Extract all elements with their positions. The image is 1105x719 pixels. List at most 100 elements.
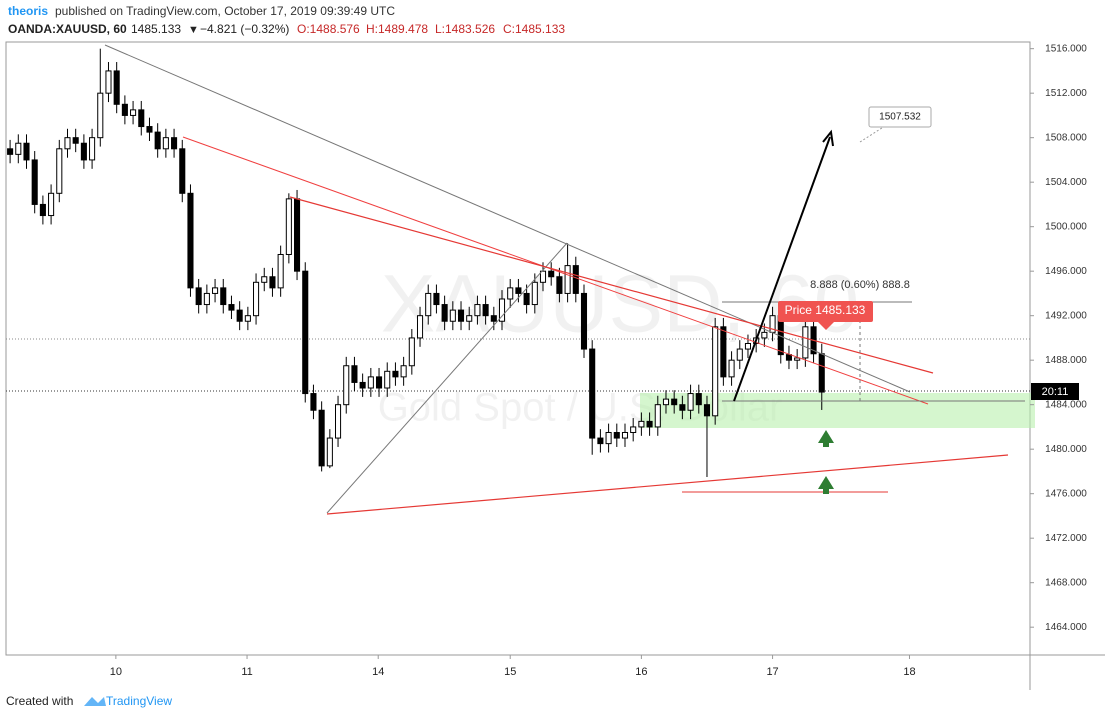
candle-body xyxy=(630,426,637,433)
candle-body xyxy=(818,353,825,393)
candle-body xyxy=(712,326,719,417)
projection-arrow xyxy=(733,136,831,402)
candle-body xyxy=(269,276,276,289)
candle-body xyxy=(277,253,284,289)
candle-body xyxy=(138,109,145,128)
candle-body xyxy=(15,142,22,155)
footer-brand: TradingView xyxy=(106,694,172,708)
candle-body xyxy=(7,148,14,155)
candle-body xyxy=(220,287,227,306)
candle-body xyxy=(695,393,702,406)
published: published on TradingView.com, October 17… xyxy=(55,4,395,18)
y-tick-label: 1500.000 xyxy=(1045,221,1087,232)
candle-body xyxy=(523,292,530,306)
change: −4.821 (−0.32%) xyxy=(200,22,289,36)
candle-body xyxy=(449,309,456,322)
candle-body xyxy=(244,315,251,322)
candle-body xyxy=(195,287,202,306)
x-tick-label: 11 xyxy=(241,666,252,678)
countdown-box xyxy=(1031,383,1079,400)
candle-body xyxy=(687,393,694,411)
candle-body xyxy=(105,70,112,94)
candle-body xyxy=(564,265,571,294)
author: theoris xyxy=(8,4,48,18)
candle-body xyxy=(703,404,711,417)
x-tick-label: 14 xyxy=(372,666,384,678)
candle-body xyxy=(392,370,399,378)
candle-body xyxy=(302,270,309,395)
candles xyxy=(7,48,825,477)
price-label-box xyxy=(778,301,873,322)
candle-body xyxy=(572,265,579,294)
y-tick-label: 1464.000 xyxy=(1045,622,1087,633)
symbol: OANDA:XAUUSD, 60 xyxy=(8,22,127,36)
candle-body xyxy=(236,309,243,322)
measure-text: 8.888 (0.60%) 888.8 xyxy=(810,279,910,291)
candle-body xyxy=(261,276,268,283)
candle-body xyxy=(367,376,374,389)
candle-body xyxy=(613,431,620,439)
candle-body xyxy=(48,192,55,217)
trendline xyxy=(182,136,929,405)
candle-body xyxy=(671,398,678,406)
up-arrow xyxy=(818,476,834,494)
candle-body xyxy=(318,409,325,467)
candle-body xyxy=(466,315,473,322)
candle-body xyxy=(31,159,38,205)
candle-body xyxy=(359,381,366,389)
candle-body xyxy=(507,287,514,300)
candle-body xyxy=(408,337,415,367)
candle-body xyxy=(597,437,604,445)
candle-body xyxy=(146,126,153,133)
close-label: C:1485.133 xyxy=(503,22,565,36)
candle-body xyxy=(64,137,71,150)
candle-body xyxy=(802,326,809,359)
down-arrow: ▼ xyxy=(188,24,199,36)
candle-body xyxy=(113,70,120,105)
open-label: O:1488.576 xyxy=(297,22,360,36)
x-tick-label: 15 xyxy=(504,666,516,678)
candle-body xyxy=(580,292,588,350)
candle-body xyxy=(203,292,210,306)
x-tick-label: 10 xyxy=(110,666,122,678)
candle-body xyxy=(482,304,489,317)
candle-body xyxy=(548,270,555,278)
candle-body xyxy=(589,348,596,439)
brand-logo xyxy=(84,697,106,706)
candle-body xyxy=(80,142,87,161)
candle-body xyxy=(515,287,522,294)
candle-body xyxy=(56,148,63,194)
candle-body xyxy=(253,281,260,317)
candle-body xyxy=(294,198,301,272)
y-tick-label: 1468.000 xyxy=(1045,577,1087,588)
callout-text: 1507.532 xyxy=(879,112,921,123)
candle-body xyxy=(474,304,481,317)
y-tick-label: 1496.000 xyxy=(1045,266,1087,277)
candle-body xyxy=(343,365,350,406)
candle-body xyxy=(154,131,161,150)
candle-body xyxy=(621,431,629,439)
y-tick-label: 1492.000 xyxy=(1045,310,1087,321)
candle-body xyxy=(335,404,342,439)
candle-body xyxy=(187,192,194,289)
candle-body xyxy=(433,292,440,306)
candle-body xyxy=(539,270,547,283)
candle-body xyxy=(425,292,432,317)
y-tick-label: 1508.000 xyxy=(1045,132,1087,143)
low-label: L:1483.526 xyxy=(435,22,495,36)
up-arrow xyxy=(818,430,834,447)
last: 1485.133 xyxy=(131,22,181,36)
candle-body xyxy=(351,365,358,383)
candle-body xyxy=(416,315,424,339)
trendline xyxy=(326,242,568,514)
trendline xyxy=(289,196,934,374)
candle-body xyxy=(89,137,96,161)
candle-body xyxy=(605,431,612,445)
trendline xyxy=(104,44,911,393)
candle-body xyxy=(679,404,686,411)
candle-body xyxy=(761,331,768,339)
candle-body xyxy=(490,315,497,322)
price-label: Price 1485.133 xyxy=(785,303,866,317)
